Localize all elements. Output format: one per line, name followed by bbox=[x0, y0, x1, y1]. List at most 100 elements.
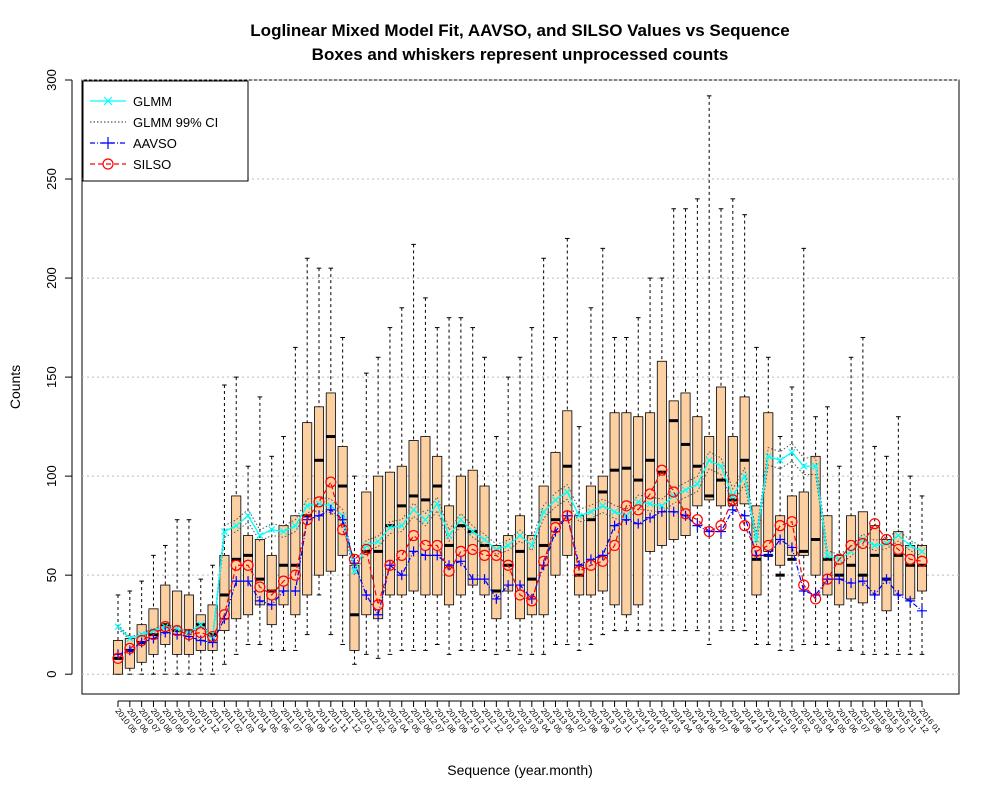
aavso-point bbox=[396, 570, 407, 581]
silso-point bbox=[254, 581, 266, 593]
chart-title: Loglinear Mixed Model Fit, AAVSO, and SI… bbox=[250, 21, 789, 40]
silso-point bbox=[112, 652, 124, 664]
aavso-point bbox=[231, 576, 242, 587]
aavso-point bbox=[266, 599, 277, 610]
legend-marker-x-icon bbox=[103, 96, 113, 106]
box bbox=[633, 317, 644, 632]
box bbox=[254, 396, 265, 645]
glmm-point bbox=[362, 542, 370, 549]
glmm-point bbox=[398, 522, 406, 530]
box bbox=[148, 554, 159, 675]
plot-frame bbox=[81, 79, 960, 695]
glmm-point bbox=[220, 528, 228, 536]
aavso-point bbox=[314, 510, 324, 521]
box bbox=[739, 214, 750, 632]
silso-point bbox=[561, 510, 573, 522]
glmm-point bbox=[646, 500, 654, 508]
glmm-point bbox=[563, 488, 571, 496]
silso-point bbox=[313, 496, 325, 508]
silso-point bbox=[892, 543, 904, 556]
glmm-point bbox=[410, 506, 418, 514]
legend-label: SILSO bbox=[133, 157, 171, 172]
box bbox=[172, 519, 183, 675]
box-iqr bbox=[361, 491, 372, 616]
box bbox=[550, 336, 561, 645]
aavso-point bbox=[361, 589, 372, 600]
glmm-point bbox=[682, 486, 689, 494]
box-iqr bbox=[408, 440, 419, 592]
glmm-point bbox=[764, 452, 772, 460]
y-tick-label: 300 bbox=[44, 69, 59, 91]
silso-point bbox=[218, 609, 231, 621]
box-iqr bbox=[313, 406, 325, 576]
box-iqr bbox=[562, 410, 573, 556]
glmm-point bbox=[883, 540, 890, 547]
silso-point bbox=[443, 565, 455, 577]
aavso-point bbox=[798, 586, 809, 597]
silso-point bbox=[727, 494, 739, 506]
box-iqr bbox=[526, 535, 537, 616]
glmm-point bbox=[800, 462, 808, 470]
box bbox=[160, 544, 171, 675]
silso-point bbox=[880, 533, 893, 546]
glmm-point bbox=[859, 536, 867, 543]
silso-point bbox=[774, 520, 786, 532]
aavso-point bbox=[763, 550, 774, 561]
box bbox=[621, 336, 632, 632]
silso-point bbox=[372, 599, 384, 611]
y-tick-label: 250 bbox=[44, 168, 59, 190]
y-tick-label: 200 bbox=[44, 267, 59, 289]
silso-point bbox=[277, 575, 290, 587]
glmm-point bbox=[374, 538, 382, 545]
glmm-point bbox=[729, 492, 737, 500]
box bbox=[183, 519, 194, 675]
aavso-point bbox=[905, 595, 916, 606]
aavso-point bbox=[775, 534, 786, 545]
box-iqr bbox=[645, 412, 656, 552]
aavso-point bbox=[325, 504, 336, 515]
glmm-point bbox=[693, 480, 701, 488]
y-axis-label: Counts bbox=[7, 365, 23, 409]
box bbox=[645, 277, 656, 632]
box-iqr bbox=[183, 594, 194, 655]
aavso-point bbox=[692, 520, 703, 531]
box-iqr bbox=[432, 455, 443, 596]
box-iqr bbox=[621, 412, 632, 616]
glmm-ci-upper-line bbox=[117, 442, 923, 639]
box bbox=[124, 590, 135, 675]
glmm-point bbox=[634, 498, 642, 506]
box-iqr bbox=[349, 564, 360, 651]
glmm-point bbox=[587, 508, 595, 516]
box bbox=[290, 346, 301, 651]
box bbox=[467, 327, 478, 651]
aavso-point bbox=[609, 520, 620, 531]
legend: GLMM GLMM 99% CI AAVSO SILSO bbox=[82, 80, 249, 182]
aavso-point bbox=[869, 589, 880, 600]
glmm-point bbox=[386, 524, 394, 532]
box bbox=[455, 317, 466, 651]
chart-subtitle: Boxes and whiskers represent unprocessed… bbox=[312, 45, 729, 64]
silso-point bbox=[514, 589, 526, 601]
box bbox=[408, 243, 419, 651]
glmm-point bbox=[575, 512, 583, 520]
legend-label: AAVSO bbox=[133, 136, 177, 151]
silso-point bbox=[833, 553, 845, 565]
glmm-point bbox=[776, 456, 784, 464]
silso-point bbox=[632, 504, 644, 516]
box bbox=[846, 356, 857, 651]
glmm-point bbox=[753, 536, 760, 543]
silso-point bbox=[644, 488, 656, 500]
silso-point bbox=[573, 565, 585, 577]
box bbox=[905, 475, 916, 655]
box-iqr bbox=[585, 485, 596, 596]
box bbox=[538, 257, 549, 655]
box bbox=[798, 247, 809, 645]
silso-point bbox=[526, 595, 538, 607]
aavso-point bbox=[479, 574, 490, 585]
box bbox=[810, 416, 821, 645]
silso-point bbox=[147, 628, 160, 641]
box bbox=[881, 455, 892, 655]
box-iqr bbox=[231, 495, 242, 620]
aavso-point bbox=[243, 576, 254, 587]
